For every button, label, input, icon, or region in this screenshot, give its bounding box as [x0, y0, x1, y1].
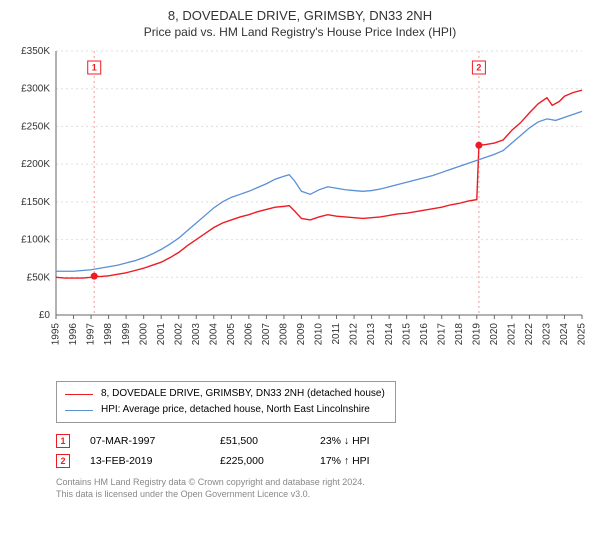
chart-area: £0 £50K £100K £150K £200K £250K £300K £350K 1995…	[12, 45, 588, 375]
footnote: Contains HM Land Registry data © Crown c…	[56, 477, 588, 500]
svg-text:2021: 2021	[507, 323, 518, 346]
svg-text:2006: 2006	[244, 323, 255, 346]
svg-text:2017: 2017	[436, 323, 447, 346]
line-chart-svg: £0 £50K £100K £150K £200K £250K £300K £350K 1995…	[12, 45, 588, 375]
chart-title-main: 8, DOVEDALE DRIVE, GRIMSBY, DN33 2NH	[12, 8, 588, 23]
legend-label-hpi: HPI: Average price, detached house, Nort…	[101, 402, 370, 418]
sales-row-2: 2 13-FEB-2019 £225,000 17% ↑ HPI	[56, 451, 588, 471]
svg-text:2014: 2014	[384, 323, 395, 346]
legend-box: 8, DOVEDALE DRIVE, GRIMSBY, DN33 2NH (de…	[56, 381, 396, 423]
svg-text:2015: 2015	[401, 323, 412, 346]
svg-text:1998: 1998	[103, 323, 114, 346]
svg-text:2005: 2005	[226, 323, 237, 346]
svg-text:2001: 2001	[156, 323, 167, 346]
svg-text:£200K: £200K	[21, 159, 50, 170]
legend-row-hpi: HPI: Average price, detached house, Nort…	[65, 402, 387, 418]
svg-text:2023: 2023	[542, 323, 553, 346]
chart-title-block: 8, DOVEDALE DRIVE, GRIMSBY, DN33 2NH Pri…	[12, 8, 588, 39]
svg-text:2007: 2007	[261, 323, 272, 346]
svg-text:2016: 2016	[419, 323, 430, 346]
sale-price-2: £225,000	[220, 455, 300, 467]
sale-price-1: £51,500	[220, 435, 300, 447]
svg-text:2018: 2018	[454, 323, 465, 346]
svg-text:£100K: £100K	[21, 235, 50, 246]
svg-text:£50K: £50K	[27, 272, 51, 283]
svg-text:£0: £0	[39, 310, 51, 321]
svg-text:2009: 2009	[296, 323, 307, 346]
svg-text:£350K: £350K	[21, 46, 50, 57]
svg-text:1: 1	[92, 63, 97, 73]
svg-text:£300K: £300K	[21, 84, 50, 95]
svg-text:£150K: £150K	[21, 197, 50, 208]
sale-date-1: 07-MAR-1997	[90, 435, 200, 447]
svg-text:2012: 2012	[349, 323, 360, 346]
legend-swatch-property	[65, 394, 93, 395]
svg-text:2010: 2010	[314, 323, 325, 346]
svg-text:2013: 2013	[366, 323, 377, 346]
chart-title-sub: Price paid vs. HM Land Registry's House …	[12, 25, 588, 39]
svg-text:2003: 2003	[191, 323, 202, 346]
svg-text:2019: 2019	[471, 323, 482, 346]
svg-text:2: 2	[476, 63, 481, 73]
legend-label-property: 8, DOVEDALE DRIVE, GRIMSBY, DN33 2NH (de…	[101, 386, 385, 402]
sale-badge-1: 1	[56, 434, 70, 448]
sale-date-2: 13-FEB-2019	[90, 455, 200, 467]
legend-swatch-hpi	[65, 410, 93, 411]
sales-table: 1 07-MAR-1997 £51,500 23% ↓ HPI 2 13-FEB…	[56, 431, 588, 471]
svg-text:1997: 1997	[86, 323, 97, 346]
sale-badge-2: 2	[56, 454, 70, 468]
sales-row-1: 1 07-MAR-1997 £51,500 23% ↓ HPI	[56, 431, 588, 451]
svg-text:2000: 2000	[138, 323, 149, 346]
svg-text:1999: 1999	[121, 323, 132, 346]
svg-text:2022: 2022	[524, 323, 535, 346]
svg-text:2008: 2008	[279, 323, 290, 346]
svg-text:2025: 2025	[577, 323, 588, 346]
svg-text:1996: 1996	[68, 323, 79, 346]
svg-text:2004: 2004	[208, 323, 219, 346]
svg-text:£250K: £250K	[21, 121, 50, 132]
svg-text:2024: 2024	[559, 323, 570, 346]
sale-delta-2: 17% ↑ HPI	[320, 455, 420, 467]
sale-delta-1: 23% ↓ HPI	[320, 435, 420, 447]
svg-text:1995: 1995	[51, 323, 62, 346]
footnote-line1: Contains HM Land Registry data © Crown c…	[56, 477, 588, 489]
svg-text:2020: 2020	[489, 323, 500, 346]
svg-text:2002: 2002	[173, 323, 184, 346]
svg-text:2011: 2011	[331, 323, 342, 345]
footnote-line2: This data is licensed under the Open Gov…	[56, 489, 588, 501]
legend-row-property: 8, DOVEDALE DRIVE, GRIMSBY, DN33 2NH (de…	[65, 386, 387, 402]
